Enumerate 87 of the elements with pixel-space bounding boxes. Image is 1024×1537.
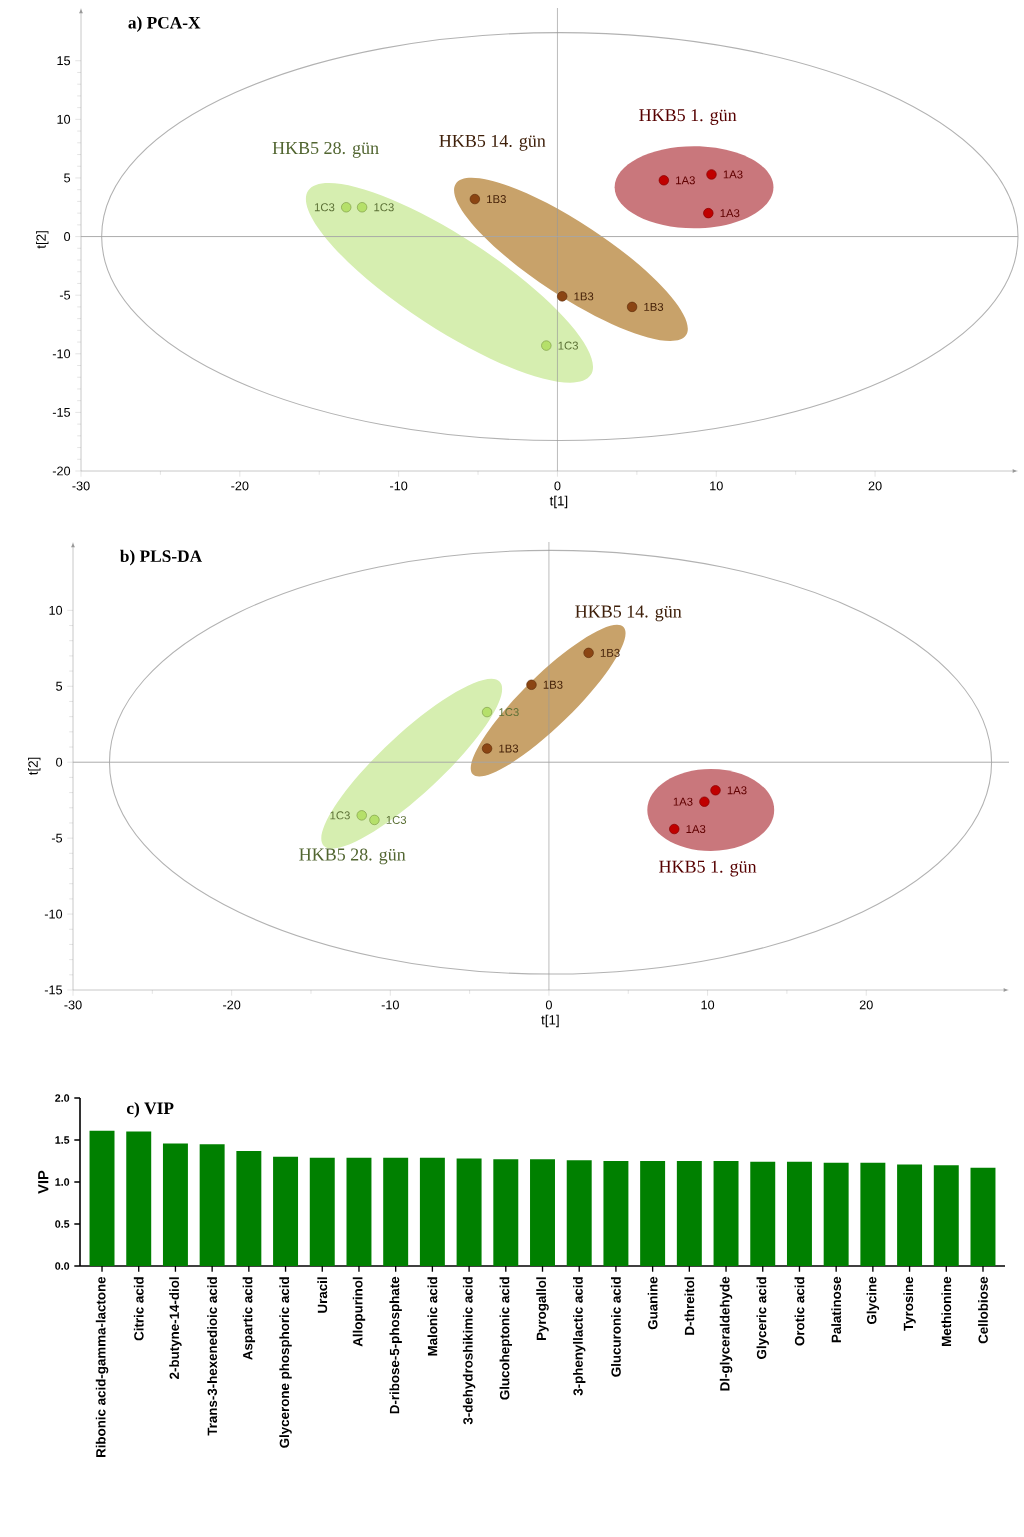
x-tick-label: 10: [701, 1000, 715, 1010]
annotation: 1C3: [386, 815, 407, 824]
y-tick-label: -10: [44, 909, 63, 919]
x-tick-label: Glyceric acid: [756, 1277, 769, 1359]
annotation: 1B3: [600, 648, 620, 657]
x-tick-label: 0: [545, 1000, 552, 1010]
x-tick-label: D-threitol: [684, 1277, 695, 1335]
x-tick-label: Methionine: [941, 1276, 952, 1346]
annotation: 1B3: [574, 292, 594, 301]
y-tick-label: 0.5: [55, 1220, 70, 1228]
x-tick-label: Orotic acid: [794, 1277, 805, 1346]
y-axis-title: t[2]: [36, 231, 49, 249]
x-tick-label: Glucoheptonic acid: [499, 1277, 513, 1400]
x-tick-label: Glucuronic acid: [611, 1277, 621, 1377]
y-tick-label: 15: [57, 56, 71, 66]
x-tick-label: Malonic acid: [427, 1277, 438, 1356]
x-tick-label: 3-phenyllactic acid: [573, 1277, 586, 1396]
x-tick-label: Uracil: [317, 1277, 328, 1313]
annotation: 1A3: [720, 209, 740, 218]
x-tick-label: -30: [64, 1000, 82, 1010]
annotation: 1B3: [499, 744, 519, 753]
x-tick-label: 10: [710, 481, 723, 491]
x-tick-label: -20: [223, 1000, 241, 1010]
x-tick-label: Palatinose: [831, 1276, 842, 1343]
x-tick-label: 3-dehydroshikimic acid: [462, 1277, 476, 1425]
x-tick-label: Ribonic acid-gamma-lactone: [95, 1276, 109, 1458]
x-tick-label: Glycine: [866, 1276, 880, 1325]
x-tick-label: Dl-glyceraldehyde: [719, 1276, 733, 1391]
x-tick-label: D-ribose-5-phosphate: [389, 1276, 402, 1414]
y-tick-label: 5: [64, 173, 71, 183]
x-tick-label: 20: [868, 481, 882, 491]
x-tick-label: Pyrogallol: [536, 1277, 549, 1340]
text: HKB5 14. gün: [439, 134, 546, 151]
y-tick-label: -10: [52, 349, 71, 359]
x-tick-label: 2-butyne-14-diol: [169, 1277, 182, 1379]
x-tick-label: -10: [390, 481, 408, 491]
chart-title: c) VIP: [126, 1101, 174, 1118]
x-tick-label: Citric acid: [133, 1277, 144, 1341]
y-axis-title: t[2]: [28, 757, 41, 776]
y-tick-label: 1.5: [55, 1136, 70, 1144]
x-tick-label: 0: [554, 481, 561, 491]
annotation: 1A3: [727, 786, 747, 795]
text: HKB5 1. gün: [639, 109, 737, 125]
y-tick-label: -20: [52, 466, 71, 476]
y-tick-label: -15: [44, 985, 63, 995]
annotation: 1A3: [723, 170, 743, 179]
annotation: 1A3: [676, 176, 695, 185]
x-tick-label: Glycerone phosphoric acid: [279, 1277, 292, 1448]
y-tick-label: 1.0: [55, 1178, 70, 1186]
x-tick-label: Trans-3-hexenedioic acid: [207, 1277, 218, 1436]
annotation: 1C3: [374, 203, 394, 212]
y-tick-label: -5: [59, 290, 71, 300]
chart-title: a) PCA-X: [128, 16, 201, 33]
x-tick-label: 20: [859, 1000, 873, 1010]
y-tick-label: 10: [57, 114, 71, 124]
annotation: 1A3: [673, 797, 693, 806]
y-tick-label: 5: [56, 681, 63, 691]
x-tick-label: -30: [72, 481, 90, 491]
annotation: 1C3: [330, 811, 350, 820]
text: HKB5 28. gün: [272, 141, 379, 158]
y-tick-label: 0: [64, 232, 71, 242]
y-tick-label: 0: [56, 757, 63, 767]
x-tick-label: Tyrosine: [903, 1276, 916, 1331]
annotation: 1B3: [543, 680, 563, 689]
series-label: HKB5 1. gün: [659, 860, 757, 877]
y-tick-label: 10: [49, 605, 63, 615]
x-tick-label: Aspartic acid: [242, 1277, 256, 1360]
annotation: 1A3: [686, 825, 706, 834]
x-tick-label: Cellobiose: [978, 1276, 988, 1344]
y-tick-label: -5: [51, 833, 63, 843]
annotation: 1B3: [644, 302, 664, 311]
annotation: 1C3: [314, 203, 335, 212]
text: HKB5 28. gün: [299, 848, 406, 865]
x-tick-label: -20: [231, 481, 249, 491]
x-tick-label: Guanine: [647, 1276, 658, 1330]
y-tick-label: 2.0: [55, 1094, 70, 1102]
x-axis-title: t[1]: [549, 495, 568, 509]
y-tick-label: 0.0: [55, 1262, 70, 1270]
x-axis-title: t[1]: [541, 1014, 559, 1028]
chart-title: b) PLS-DA: [120, 549, 203, 566]
annotation: 1C3: [558, 341, 578, 350]
annotation: 1B3: [487, 195, 506, 204]
y-tick-label: -15: [52, 407, 71, 417]
x-tick-label: Allopurinol: [352, 1277, 366, 1347]
y-axis-title: VIP: [38, 1170, 49, 1194]
series-label: HKB5 14. gün: [575, 605, 682, 622]
x-tick-label: -10: [381, 1000, 399, 1010]
